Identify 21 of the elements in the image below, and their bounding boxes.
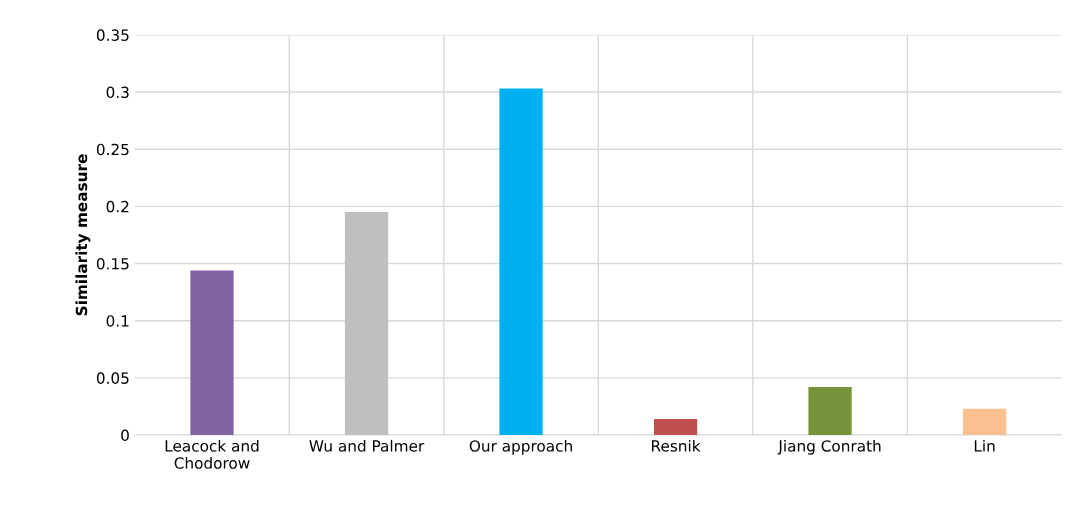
bar (190, 270, 234, 436)
y-tick-label: 0.1 (106, 315, 129, 327)
bar (808, 387, 852, 436)
x-tick-label: Wu and Palmer (309, 439, 425, 452)
y-axis-title: Similarity measure (75, 154, 91, 316)
y-tick-label: 0.2 (106, 200, 129, 213)
bar (653, 419, 698, 436)
y-tick-label: 0.25 (96, 143, 129, 156)
y-tick-label: 0.3 (106, 86, 129, 99)
y-tick-label: 0.15 (96, 258, 129, 270)
y-tick-label: 0.35 (96, 29, 129, 41)
x-tick-label: Lin (974, 439, 995, 452)
x-tick-label: Resnik (652, 439, 701, 452)
bar (962, 408, 1007, 436)
x-tick-label: Our approach (469, 439, 572, 455)
bar (344, 212, 389, 436)
x-tick-label: Jiang Conrath (777, 439, 881, 455)
x-tick-label: Leacock and Chodorow (165, 439, 259, 469)
y-tick-label: 0.05 (96, 372, 129, 384)
y-tick-label: 0 (121, 429, 129, 442)
bar (499, 88, 543, 436)
